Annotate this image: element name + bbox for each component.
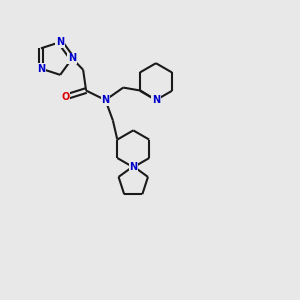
Text: N: N — [56, 37, 64, 47]
Text: N: N — [152, 95, 160, 105]
Text: N: N — [37, 64, 45, 74]
Text: N: N — [129, 162, 137, 172]
Text: N: N — [101, 95, 110, 105]
Text: N: N — [68, 53, 76, 64]
Text: O: O — [61, 92, 69, 102]
Text: N: N — [152, 95, 160, 105]
